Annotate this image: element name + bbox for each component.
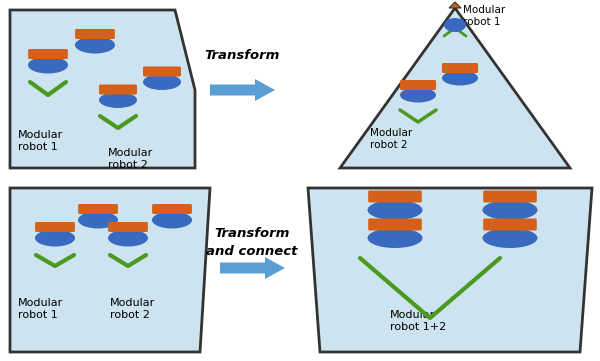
Ellipse shape — [99, 92, 137, 108]
FancyBboxPatch shape — [483, 218, 537, 231]
Ellipse shape — [482, 200, 538, 220]
Text: Modular
robot 1: Modular robot 1 — [18, 298, 63, 319]
FancyBboxPatch shape — [75, 29, 115, 39]
FancyBboxPatch shape — [108, 222, 148, 232]
FancyBboxPatch shape — [368, 191, 422, 203]
FancyBboxPatch shape — [368, 218, 422, 231]
Ellipse shape — [75, 36, 115, 53]
Polygon shape — [308, 188, 592, 352]
Ellipse shape — [108, 230, 148, 247]
FancyBboxPatch shape — [35, 222, 75, 232]
Polygon shape — [10, 10, 195, 168]
Ellipse shape — [442, 70, 478, 86]
Ellipse shape — [482, 228, 538, 248]
Polygon shape — [449, 2, 461, 8]
Text: Modular
robot 1: Modular robot 1 — [463, 5, 505, 27]
Ellipse shape — [367, 200, 422, 220]
Text: Transform: Transform — [205, 49, 280, 62]
FancyBboxPatch shape — [78, 204, 118, 214]
Ellipse shape — [152, 212, 192, 229]
Polygon shape — [10, 188, 210, 352]
Text: Modular
robot 2: Modular robot 2 — [110, 298, 155, 319]
FancyBboxPatch shape — [143, 66, 181, 77]
Ellipse shape — [367, 228, 422, 248]
FancyArrow shape — [220, 257, 285, 279]
FancyBboxPatch shape — [483, 191, 537, 203]
Text: Transform: Transform — [214, 227, 290, 240]
Ellipse shape — [444, 18, 466, 32]
FancyBboxPatch shape — [99, 84, 137, 95]
Text: Modular
robot 1+2: Modular robot 1+2 — [390, 310, 446, 332]
FancyBboxPatch shape — [28, 49, 68, 59]
FancyBboxPatch shape — [400, 80, 436, 90]
Ellipse shape — [28, 57, 68, 74]
FancyBboxPatch shape — [152, 204, 192, 214]
FancyBboxPatch shape — [442, 63, 478, 73]
FancyArrow shape — [210, 79, 275, 101]
Text: Modular
robot 2: Modular robot 2 — [370, 128, 412, 149]
Text: and connect: and connect — [206, 245, 298, 258]
Text: Modular
robot 2: Modular robot 2 — [108, 148, 153, 170]
Text: Modular
robot 1: Modular robot 1 — [18, 130, 63, 152]
Polygon shape — [340, 8, 570, 168]
Ellipse shape — [143, 74, 181, 90]
Ellipse shape — [35, 230, 75, 247]
Ellipse shape — [400, 87, 436, 103]
Ellipse shape — [78, 212, 118, 229]
